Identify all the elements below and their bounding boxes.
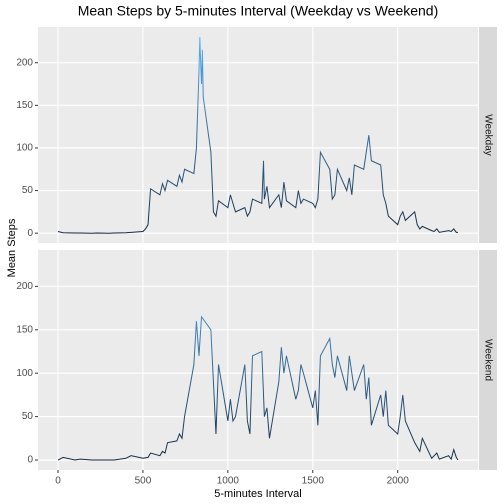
y-tick-label: 100 xyxy=(16,143,33,154)
y-tick-label: 200 xyxy=(16,281,33,292)
strip-background xyxy=(479,27,497,243)
x-tick-label: 0 xyxy=(55,476,61,487)
y-tick-label: 0 xyxy=(27,455,33,466)
chart-title: Mean Steps by 5-minutes Interval (Weekda… xyxy=(78,3,439,19)
line xyxy=(57,37,458,234)
panel-background xyxy=(38,27,478,243)
x-tick-label: 1500 xyxy=(302,476,325,487)
strip-label: Weekend xyxy=(482,339,493,381)
x-tick-label: 1000 xyxy=(217,476,240,487)
x-tick-label: 500 xyxy=(135,476,152,487)
y-tick-label: 100 xyxy=(16,368,33,379)
y-tick-label: 50 xyxy=(22,185,34,196)
y-tick-label: 0 xyxy=(27,228,33,239)
strip-background xyxy=(479,250,497,470)
x-tick-label: 2000 xyxy=(387,476,410,487)
strip-label: Weekday xyxy=(482,114,493,156)
y-tick-label: 200 xyxy=(16,57,33,68)
y-axis-label: Mean Steps xyxy=(6,218,18,277)
line xyxy=(57,315,459,461)
y-tick-label: 150 xyxy=(16,324,33,335)
y-tick-label: 150 xyxy=(16,100,33,111)
y-tick-label: 50 xyxy=(22,411,34,422)
x-axis-label: 5-minutes Interval xyxy=(214,488,301,500)
